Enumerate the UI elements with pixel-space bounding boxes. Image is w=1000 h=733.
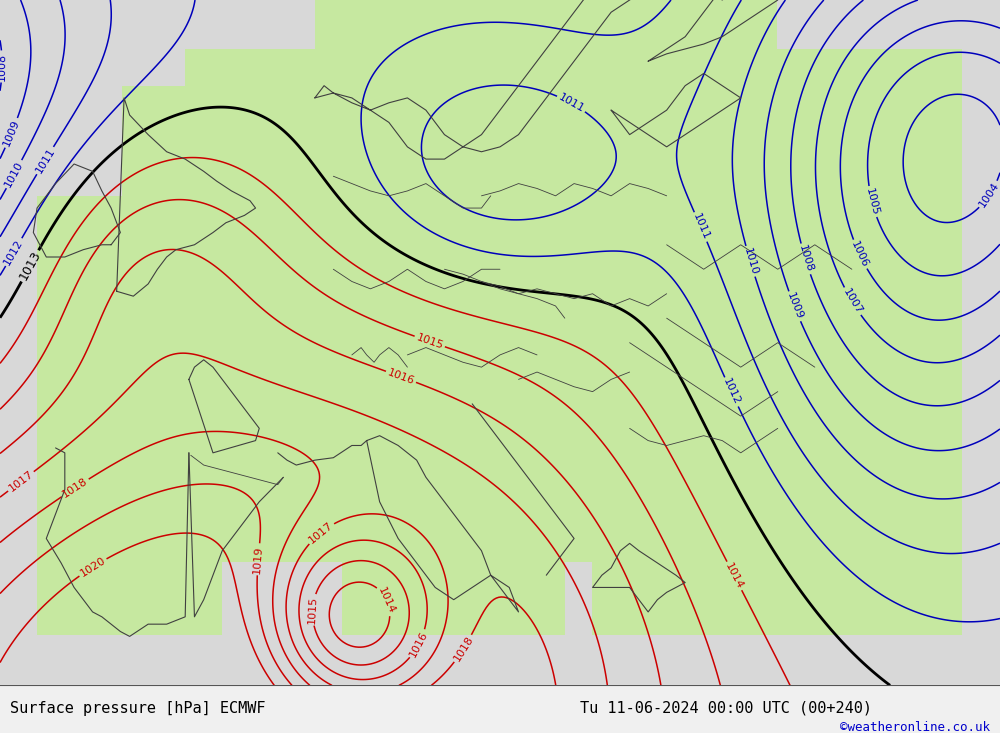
Text: 1013: 1013 (17, 249, 43, 283)
Text: 1014: 1014 (376, 586, 397, 616)
Text: 1005: 1005 (864, 187, 880, 216)
Text: 1017: 1017 (307, 520, 335, 545)
Text: 1017: 1017 (7, 469, 35, 494)
Text: 1011: 1011 (691, 212, 711, 242)
Text: ©weatheronline.co.uk: ©weatheronline.co.uk (840, 721, 990, 733)
Text: Surface pressure [hPa] ECMWF: Surface pressure [hPa] ECMWF (10, 701, 266, 715)
Text: 1011: 1011 (34, 146, 57, 175)
Text: 1016: 1016 (386, 367, 416, 386)
Text: 1004: 1004 (977, 180, 1000, 210)
Text: 1014: 1014 (723, 561, 745, 591)
Text: 1012: 1012 (721, 377, 742, 407)
Text: 1010: 1010 (742, 246, 759, 276)
Text: 1009: 1009 (785, 292, 804, 321)
Text: 1019: 1019 (252, 545, 264, 574)
Text: 1016: 1016 (408, 630, 430, 659)
Text: 1018: 1018 (452, 634, 475, 663)
Text: 1008: 1008 (797, 244, 814, 274)
Text: 1020: 1020 (78, 556, 107, 579)
Text: 1008: 1008 (0, 52, 7, 81)
Text: 1007: 1007 (841, 287, 864, 316)
Text: 1015: 1015 (307, 595, 318, 624)
Text: Tu 11-06-2024 00:00 UTC (00+240): Tu 11-06-2024 00:00 UTC (00+240) (580, 701, 872, 715)
Text: 1010: 1010 (3, 160, 25, 189)
Text: 1009: 1009 (2, 118, 22, 148)
Text: 1018: 1018 (61, 476, 90, 500)
Text: 1011: 1011 (557, 92, 586, 114)
Text: 1015: 1015 (415, 332, 445, 351)
Text: 1006: 1006 (849, 240, 870, 269)
Text: 1012: 1012 (2, 237, 25, 267)
